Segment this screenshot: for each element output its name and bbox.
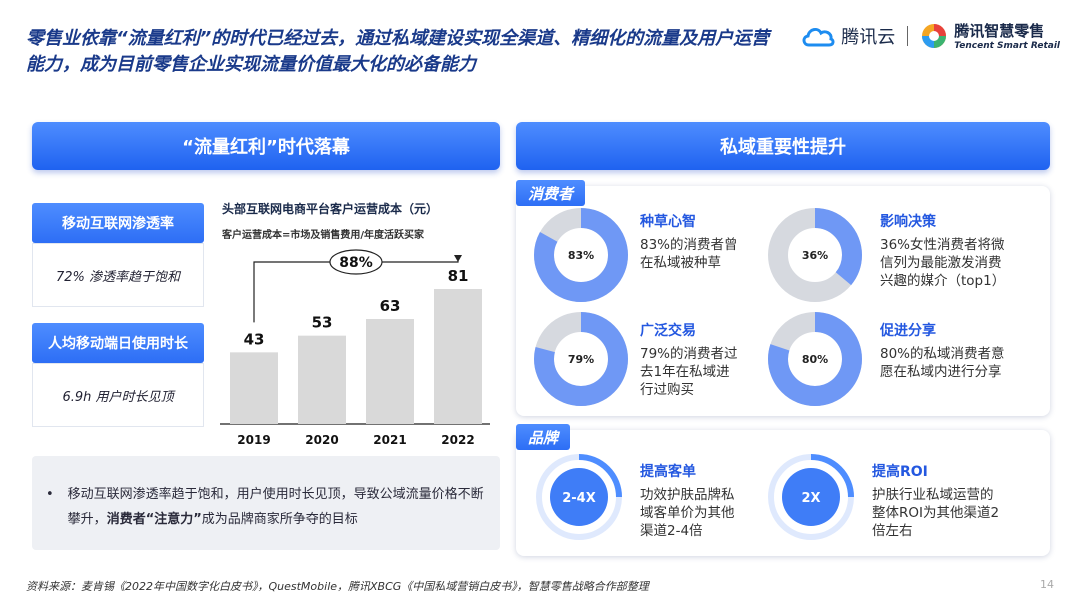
bar-2021 [366, 319, 414, 424]
brand-tag: 品牌 [516, 424, 571, 450]
bar-2019 [230, 352, 278, 424]
stat-value-usage-time: 6.9h 用户时长见顶 [32, 363, 204, 427]
growth-label-ellipse [329, 249, 383, 275]
bullet-text: 移动互联网渗透率趋于饱和，用户使用时长见顶，导致公域流量价格不断攀升，消费者“注… [68, 482, 484, 550]
donut-fill-segment [768, 208, 862, 302]
page-number: 14 [1040, 578, 1054, 591]
logo-group: 腾讯云 腾讯智慧零售 Tencent Smart Retail [801, 20, 1060, 51]
donut-fill-segment [768, 312, 862, 406]
bullet-dot: • [46, 487, 54, 502]
bar-2020 [298, 335, 346, 424]
cloud-icon [802, 27, 835, 46]
donut-seeding: 83% [534, 208, 628, 302]
badge-aov-arc [578, 454, 622, 498]
x-tick-label-2019: 2019 [237, 433, 270, 447]
consumer-tag: 消费者 [516, 180, 586, 206]
x-tick-label-2021: 2021 [373, 433, 406, 447]
donut-fill-segment [534, 208, 628, 302]
badge-roi-text: 2X [801, 491, 820, 506]
bar-value-label-2021: 63 [380, 297, 401, 315]
bullet-text-prefix: 移动互联网渗透率趋于饱和，用户使用时长见顶，导致公域流量价格不断攀升， [67, 487, 484, 527]
donut-pct-label: 36% [802, 249, 828, 262]
consumer-item-desc-transaction: 79%的消费者过 去1年在私域进 行过购买 [640, 346, 738, 398]
cost-bar-chart: 43 2019 53 2020 63 2021 81 2022 88% [220, 249, 490, 447]
tencent-retail-logo: 腾讯智慧零售 Tencent Smart Retail [920, 20, 1060, 51]
right-section-banner: 私域重要性提升 [516, 122, 1050, 170]
consumer-item-title-transaction: 广泛交易 [640, 323, 696, 339]
consumer-item-desc-seeding: 83%的消费者曾 在私域被种草 [640, 237, 738, 271]
tencent-cloud-text: 腾讯云 [841, 26, 896, 48]
badge-aov-text: 2-4X [562, 491, 596, 506]
consumer-item-title-sharing: 促进分享 [880, 323, 936, 339]
consumer-item-desc-decision: 36%女性消费者将微 信列为最能激发消费 兴趣的媒介（top1） [880, 237, 1006, 289]
badge-roi-arc [810, 454, 854, 498]
badge-roi: 2X [768, 454, 854, 540]
stat-value-penetration: 72% 渗透率趋于饱和 [32, 243, 204, 307]
bar-value-label-2020: 53 [312, 314, 333, 332]
donut-transaction: 79% [534, 312, 628, 406]
bullet-text-suffix: 成为品牌商家所争夺的目标 [201, 512, 358, 527]
bar-2022 [434, 289, 482, 424]
summary-bullet: • 移动互联网渗透率趋于饱和，用户使用时长见顶，导致公域流量价格不断攀升，消费者… [32, 456, 500, 550]
retail-en-name: Tencent Smart Retail [954, 41, 1060, 51]
source-footer: 资料来源：麦肯锡《2022年中国数字化白皮书》，QuestMobile，腾讯XB… [26, 580, 649, 593]
donut-fill-segment [534, 312, 628, 406]
brand-item-desc-aov: 功效护肤品牌私 域客单价为其他 渠道2-4倍 [640, 487, 735, 539]
brand-item-desc-roi: 护肤行业私域运营的 整体ROI为其他渠道2 倍左右 [872, 487, 1000, 539]
consumer-item-title-decision: 影响决策 [880, 214, 936, 230]
donut-pct-label: 80% [802, 353, 828, 366]
brand-item-title-aov: 提高客单 [640, 464, 696, 480]
stat-label-penetration: 移动互联网渗透率 [32, 203, 204, 243]
consumer-item-title-seeding: 种草心智 [640, 214, 696, 230]
brand-item-title-roi: 提高ROI [872, 464, 928, 480]
donut-pct-label: 79% [568, 353, 594, 366]
stat-label-usage-time: 人均移动端日使用时长 [32, 323, 204, 363]
growth-label-text: 88% [339, 255, 373, 271]
badge-roi-core [782, 468, 840, 526]
tencent-cloud-logo: 腾讯云 [801, 23, 895, 49]
donut-pct-label: 83% [568, 249, 594, 262]
growth-arrowhead [454, 255, 462, 262]
smart-retail-icon [922, 23, 947, 48]
left-section-banner: “流量红利”时代落幕 [32, 122, 500, 170]
logo-divider [907, 25, 909, 46]
badge-aov: 2-4X [536, 454, 622, 540]
bar-value-label-2019: 43 [244, 330, 265, 348]
page-headline: 零售业依靠“流量红利”的时代已经过去，通过私域建设实现全渠道、精细化的流量及用户… [26, 28, 770, 75]
badge-aov-core [550, 468, 608, 526]
x-tick-label-2022: 2022 [441, 433, 474, 447]
bar-value-label-2022: 81 [448, 267, 469, 285]
chart-title: 头部互联网电商平台客户运营成本（元） [222, 202, 439, 216]
bullet-text-bold: 消费者“注意力” [106, 512, 202, 527]
donut-sharing: 80% [768, 312, 862, 406]
x-tick-label-2020: 2020 [305, 433, 338, 447]
consumer-item-desc-sharing: 80%的私域消费者意 愿在私域内进行分享 [880, 346, 1005, 380]
retail-cn-name: 腾讯智慧零售 [954, 22, 1045, 40]
donut-decision: 36% [768, 208, 862, 302]
chart-subtitle: 客户运营成本=市场及销售费用/年度活跃买家 [222, 230, 425, 241]
